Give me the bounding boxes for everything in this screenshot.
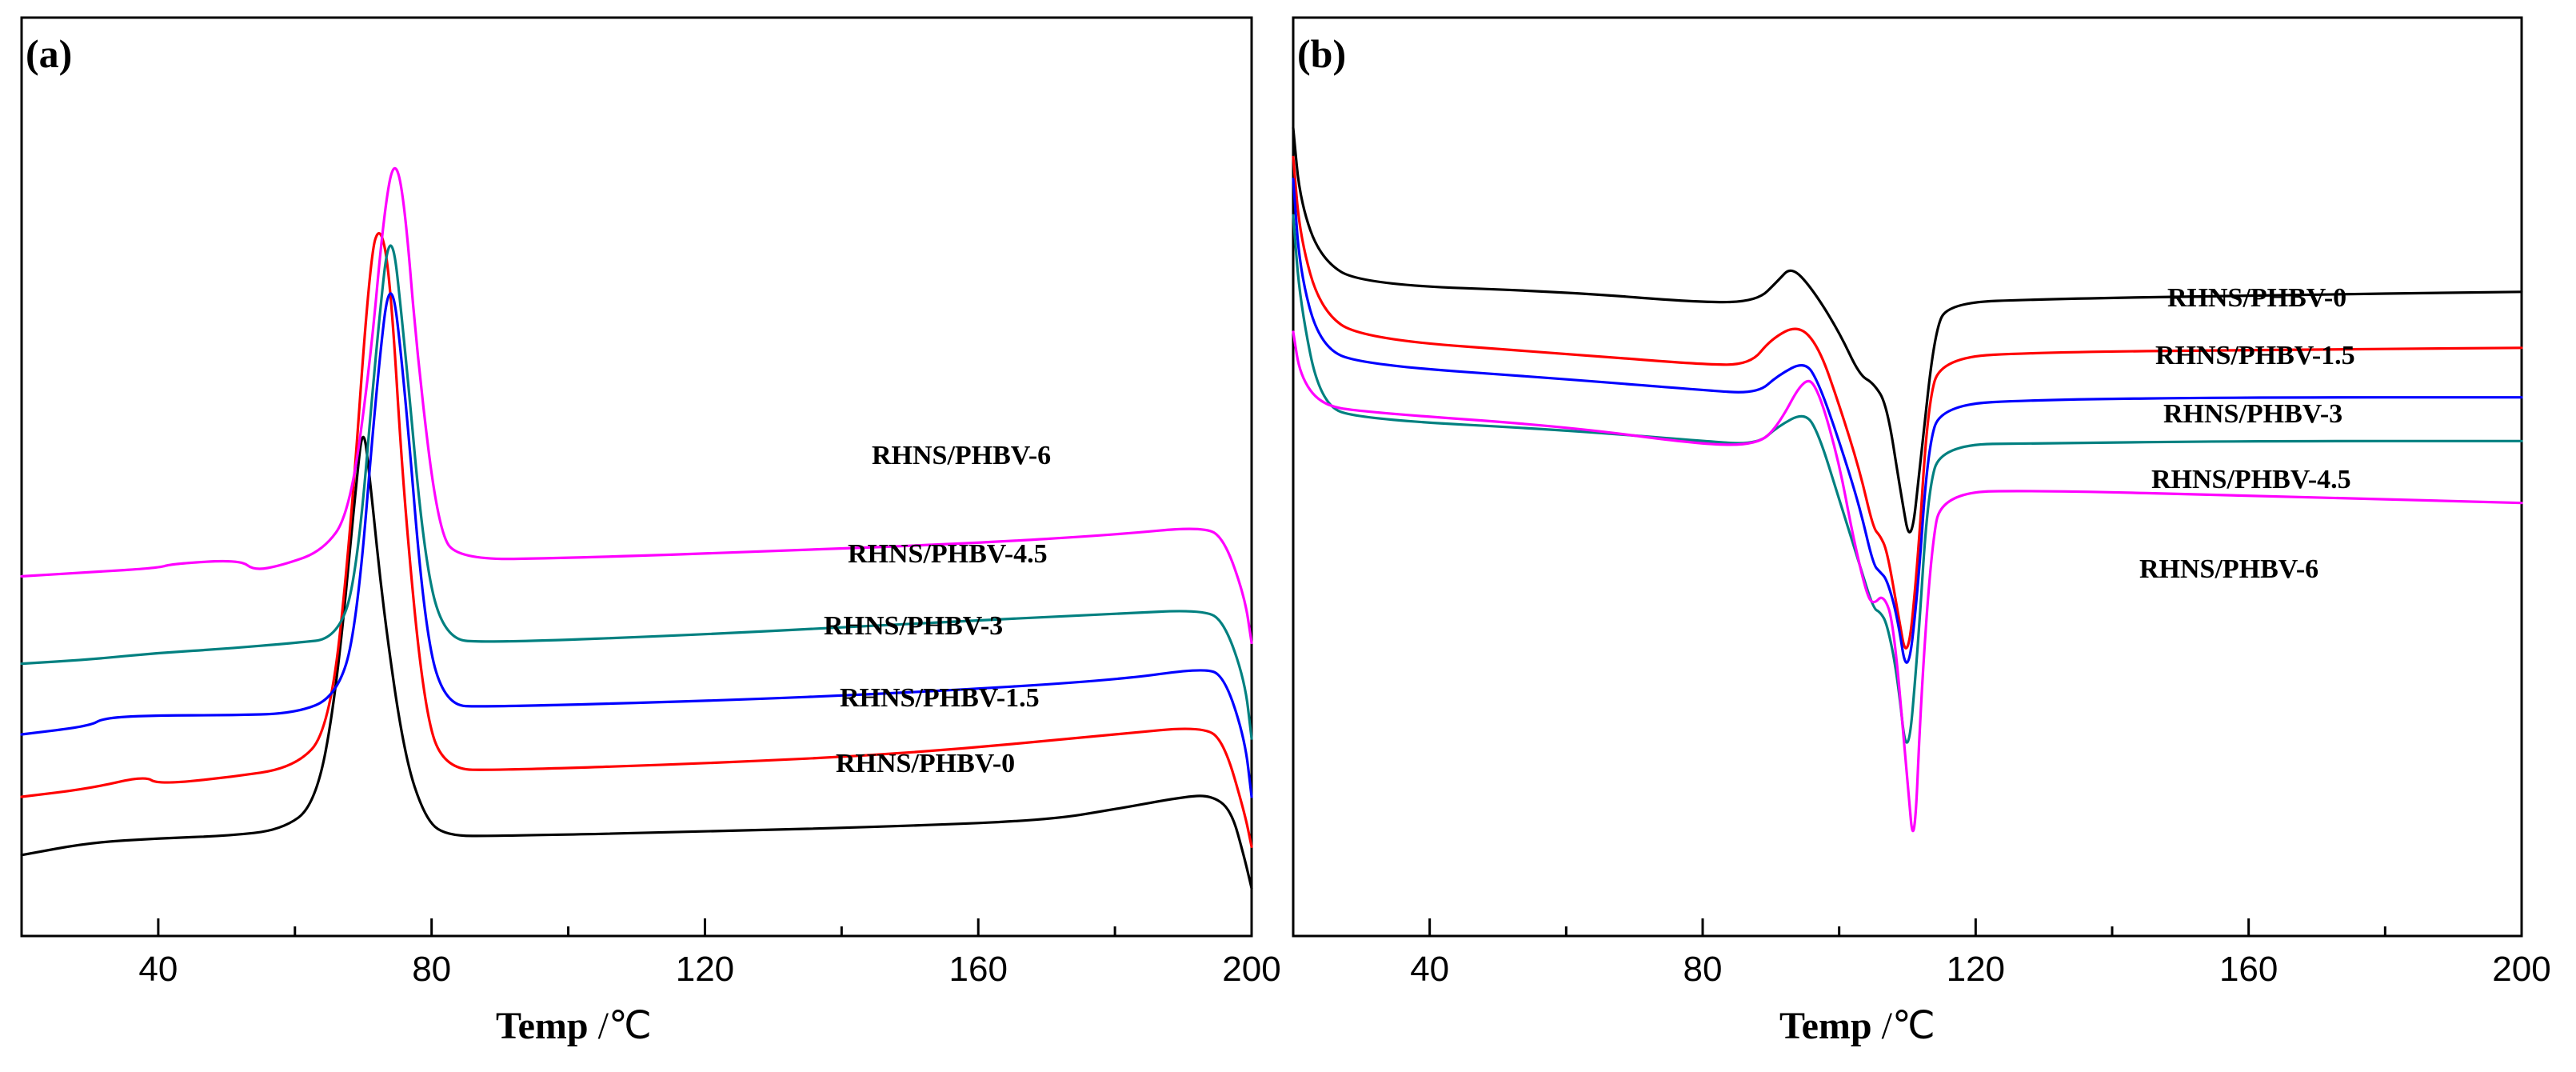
panel-a-ticks: 40 80 120 160 200	[20, 918, 1281, 989]
panel-a-series-rhns-phbv-6	[20, 166, 1253, 645]
panel-b-x-tick-label-40: 40	[1410, 950, 1449, 989]
panel-a-label-phbv-0: RHNS/PHBV-0	[836, 749, 1015, 778]
panel-b-label-phbv-6: RHNS/PHBV-6	[2139, 554, 2318, 584]
panel-a-x-tick-label-40: 40	[138, 950, 178, 989]
panel-b-label-phbv-0: RHNS/PHBV-0	[2167, 283, 2346, 313]
panel-b-curves	[1292, 126, 2523, 833]
panel-a-series-rhns-phbv-4-5	[20, 244, 1253, 740]
panel-a-label-phbv-3: RHNS/PHBV-3	[824, 611, 1003, 641]
panel-b-x-tick-label-80: 80	[1683, 950, 1723, 989]
panel-b-label-phbv-4-5: RHNS/PHBV-4.5	[2151, 465, 2351, 494]
panel-a-x-tick-label-80: 80	[412, 950, 451, 989]
panel-a-tag: (a)	[26, 31, 72, 76]
panel-a-x-tick-label-160: 160	[949, 950, 1008, 989]
panel-b-label-phbv-1-5: RHNS/PHBV-1.5	[2155, 341, 2355, 370]
panel-b-tag: (b)	[1297, 31, 1346, 76]
panel-a-label-phbv-6: RHNS/PHBV-6	[872, 441, 1051, 470]
panel-b-series-rhns-phbv-6	[1292, 330, 2523, 833]
panel-a-series-rhns-phbv-3	[20, 292, 1253, 798]
panel-a-x-axis-title: Temp /℃	[496, 1005, 652, 1047]
panel-a-x-tick-label-120: 120	[676, 950, 734, 989]
panel-a-series-labels: RHNS/PHBV-6 RHNS/PHBV-4.5 RHNS/PHBV-3 RH…	[824, 441, 1051, 778]
panel-b-series-rhns-phbv-3	[1292, 178, 2523, 664]
panel-b-x-axis-title: Temp /℃	[1779, 1005, 1935, 1047]
panel-b-series-rhns-phbv-1-5	[1292, 155, 2523, 650]
panel-b-x-axis-title-unit: /℃	[1872, 1005, 1935, 1047]
panel-a-x-tick-label-200: 200	[1222, 950, 1280, 989]
panel-b-series-rhns-phbv-0	[1292, 126, 2523, 534]
panel-a-x-axis-title-unit: /℃	[589, 1005, 652, 1047]
panel-a-label-phbv-1-5: RHNS/PHBV-1.5	[840, 683, 1040, 713]
panel-a: (a) 40 80 120 160 200 RHNS/PHBV-6 RHNS/PHBV-…	[20, 16, 1281, 1047]
panel-b-x-tick-label-160: 160	[2219, 950, 2278, 989]
panel-a-series-rhns-phbv-0	[20, 435, 1253, 890]
panel-a-series-rhns-phbv-1-5	[20, 232, 1253, 848]
panel-b-label-phbv-3: RHNS/PHBV-3	[2163, 399, 2342, 429]
panel-b-frame	[1292, 16, 2523, 938]
panel-a-x-axis-title-text: Temp	[496, 1005, 589, 1047]
panel-b-series-labels: RHNS/PHBV-0 RHNS/PHBV-1.5 RHNS/PHBV-3 RH…	[2139, 283, 2355, 584]
panel-b-x-tick-label-200: 200	[2492, 950, 2550, 989]
panel-b-x-tick-label-120: 120	[1947, 950, 2005, 989]
panel-b-ticks: 40 80 120 160 200	[1292, 918, 2551, 989]
panel-b-x-axis-title-text: Temp	[1779, 1005, 1872, 1047]
panel-a-curves	[20, 166, 1253, 890]
panel-b: (b) 40 80 120 160 200 RHNS/PHBV-0 RHNS/PHBV-…	[1292, 16, 2551, 1047]
panel-a-frame	[20, 16, 1253, 938]
panel-a-label-phbv-4-5: RHNS/PHBV-4.5	[848, 539, 1048, 569]
